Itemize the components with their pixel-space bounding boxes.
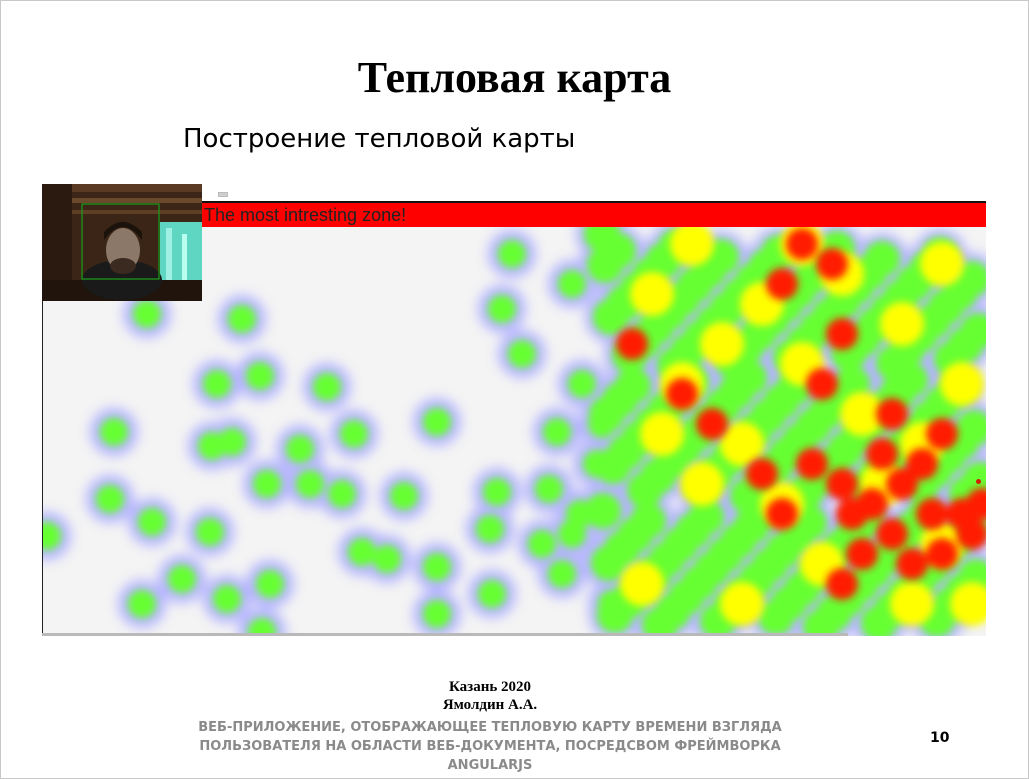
browser-tab[interactable]: [218, 192, 228, 197]
footer-city-year: Казань 2020: [448, 679, 532, 695]
screenshot-left-border: [42, 184, 43, 636]
footer-author: Ямолдин А.А.: [442, 697, 538, 713]
footer-description: ВЕБ-ПРИЛОЖЕНИЕ, ОТОБРАЖАЮЩЕЕ ТЕПЛОВУЮ КА…: [190, 718, 790, 775]
browser-tab-strip: [202, 184, 986, 202]
banner-top-border: [200, 201, 986, 203]
footer-description-line: ANGULARJS: [447, 758, 533, 773]
footer-description-line: ПОЛЬЗОВАТЕЛЯ НА ОБЛАСТИ ВЕБ-ДОКУМЕНТА, П…: [199, 739, 781, 754]
heatmap: [42, 208, 986, 636]
webcam-preview: [42, 184, 202, 301]
interesting-zone-banner: The most intresting zone!: [202, 203, 986, 227]
page-number: 10: [930, 730, 950, 746]
horizontal-scrollbar[interactable]: [42, 633, 848, 636]
app-screenshot: The most intresting zone!: [42, 184, 986, 636]
slide-subtitle: Построение тепловой карты: [183, 124, 576, 154]
slide-title: Тепловая карта: [357, 53, 672, 102]
gaze-point: [976, 479, 981, 484]
footer-description-line: ВЕБ-ПРИЛОЖЕНИЕ, ОТОБРАЖАЮЩЕЕ ТЕПЛОВУЮ КА…: [198, 720, 782, 735]
